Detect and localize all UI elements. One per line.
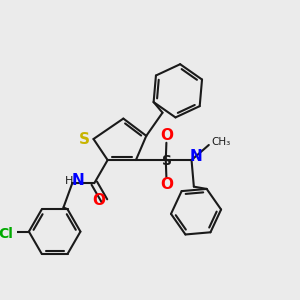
Text: O: O [92, 193, 105, 208]
Text: N: N [72, 173, 84, 188]
Text: H: H [64, 176, 73, 186]
Text: O: O [160, 177, 173, 192]
Text: S: S [79, 131, 90, 146]
Text: O: O [160, 128, 173, 143]
Text: S: S [162, 154, 172, 168]
Text: N: N [189, 149, 202, 164]
Text: CH₃: CH₃ [211, 137, 231, 148]
Text: Cl: Cl [0, 227, 13, 241]
